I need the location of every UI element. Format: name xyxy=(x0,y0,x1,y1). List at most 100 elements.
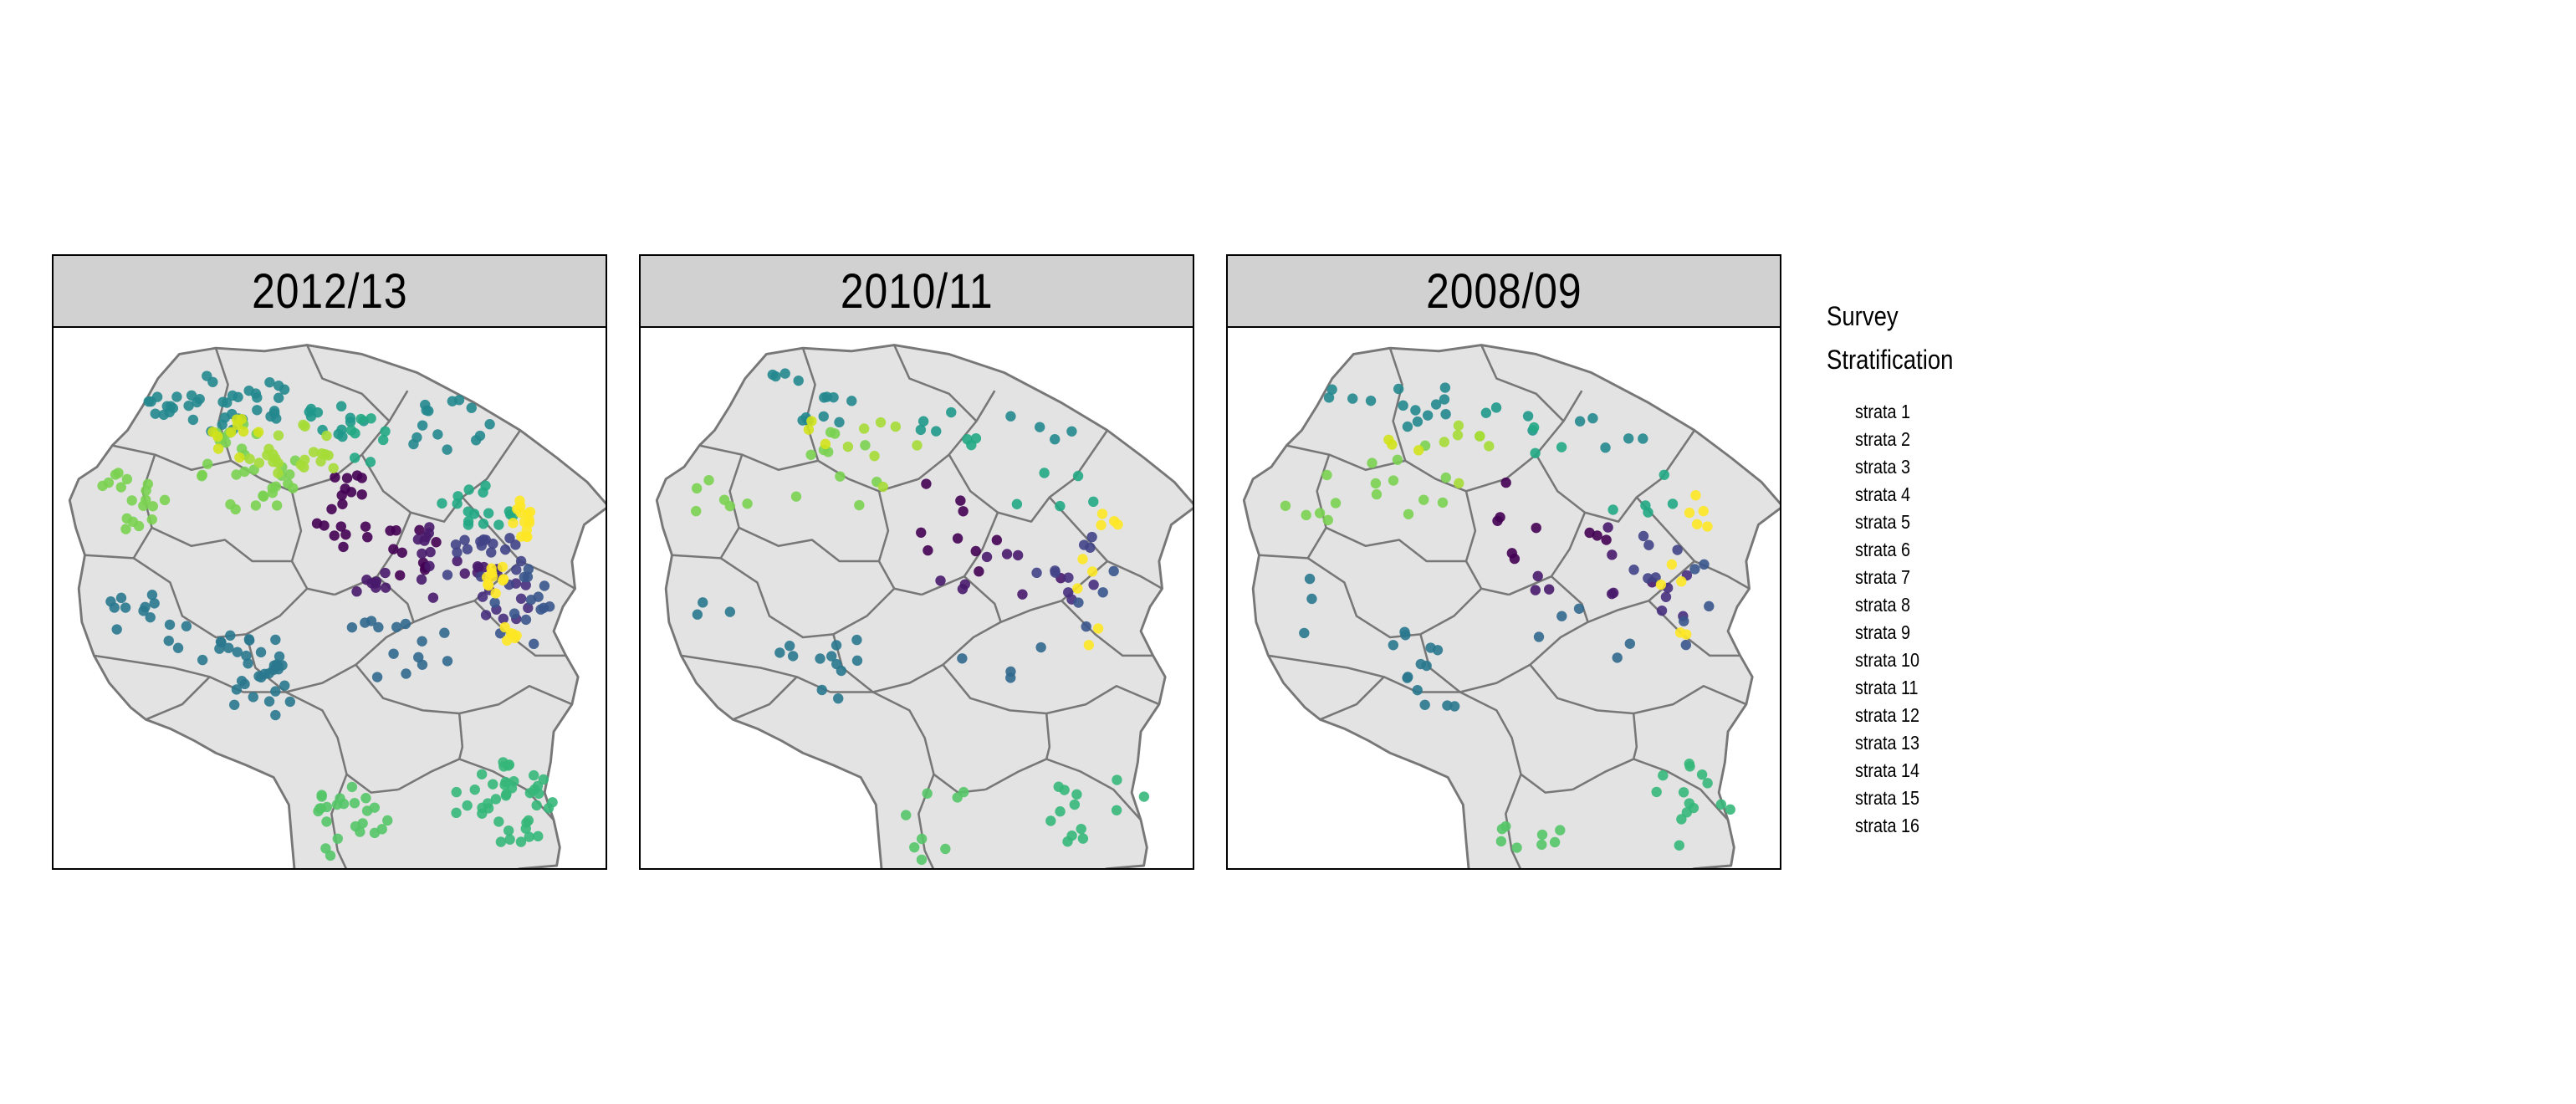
legend-item: strata 4 xyxy=(1855,481,2228,509)
survey-point xyxy=(391,621,402,632)
survey-point xyxy=(270,686,281,697)
legend-item-label: strata 4 xyxy=(1855,483,1910,505)
survey-point xyxy=(469,784,480,795)
survey-point xyxy=(821,391,832,402)
survey-point xyxy=(336,424,347,435)
survey-point xyxy=(1725,804,1735,815)
survey-point xyxy=(1073,597,1084,608)
survey-point xyxy=(1011,498,1023,509)
survey-point xyxy=(877,481,888,493)
survey-point xyxy=(1077,833,1089,844)
survey-point xyxy=(341,473,353,483)
survey-point xyxy=(414,524,425,536)
survey-point xyxy=(506,783,518,794)
survey-point xyxy=(490,588,501,599)
survey-point xyxy=(1643,539,1654,550)
survey-point xyxy=(533,591,544,602)
survey-point xyxy=(142,478,154,489)
survey-point xyxy=(478,519,489,529)
legend-item-label: strata 6 xyxy=(1855,539,1910,560)
survey-point xyxy=(890,421,902,432)
survey-point xyxy=(126,495,137,506)
survey-point xyxy=(234,452,245,463)
survey-point xyxy=(1069,799,1081,810)
survey-point xyxy=(239,466,250,478)
survey-point xyxy=(1607,549,1618,560)
survey-point xyxy=(991,534,1003,545)
survey-point xyxy=(1076,823,1086,835)
region-boundary xyxy=(963,575,1002,623)
region-boundary xyxy=(1319,676,1385,721)
survey-point xyxy=(217,396,228,407)
survey-point xyxy=(922,788,933,799)
region-boundary xyxy=(245,587,309,636)
survey-point xyxy=(250,500,262,511)
survey-point xyxy=(1624,638,1636,649)
legend-item-label: strata 12 xyxy=(1855,704,1919,726)
survey-point xyxy=(362,532,373,543)
survey-point xyxy=(478,487,488,498)
survey-point xyxy=(487,571,498,582)
survey-point xyxy=(779,368,790,379)
legend-item: strata 9 xyxy=(1855,619,2228,647)
survey-point xyxy=(1453,420,1464,432)
survey-point xyxy=(413,652,424,663)
region-boundary xyxy=(1459,691,1573,794)
survey-point xyxy=(1402,421,1413,432)
legend-item-label: strata 11 xyxy=(1855,677,1919,698)
survey-point xyxy=(244,453,255,464)
survey-point xyxy=(1500,477,1511,488)
survey-point xyxy=(382,815,393,826)
survey-point xyxy=(471,435,482,446)
survey-point xyxy=(501,635,513,647)
survey-point xyxy=(815,653,825,664)
facet-panel-2008-09: 2008/09 xyxy=(1226,254,1781,870)
survey-point xyxy=(834,417,845,428)
region-boundary xyxy=(801,347,820,462)
survey-point xyxy=(113,468,124,478)
survey-point xyxy=(248,692,258,703)
survey-point xyxy=(826,651,837,662)
region-boundary xyxy=(1307,557,1421,639)
survey-point xyxy=(499,544,511,555)
survey-point xyxy=(236,676,248,687)
survey-point xyxy=(1715,799,1727,810)
region-boundary xyxy=(1508,512,1587,596)
legend-item: strata 12 xyxy=(1855,702,2228,729)
survey-point xyxy=(508,518,519,529)
region-boundary xyxy=(739,526,879,563)
survey-point xyxy=(1314,508,1326,519)
survey-point xyxy=(523,564,534,575)
facet-strip: 2012/13 xyxy=(52,254,607,328)
survey-point xyxy=(468,509,480,519)
survey-point xyxy=(1050,567,1061,578)
survey-point xyxy=(803,424,815,435)
survey-point xyxy=(483,579,493,590)
survey-point xyxy=(1301,509,1311,521)
legend-item-label: strata 15 xyxy=(1855,787,1919,809)
region-boundary xyxy=(1572,758,1729,821)
survey-point xyxy=(103,477,115,488)
survey-point xyxy=(217,419,227,430)
region-boundary xyxy=(306,345,391,422)
survey-point xyxy=(187,414,199,426)
survey-point xyxy=(120,524,131,534)
survey-point xyxy=(916,527,927,538)
survey-point xyxy=(957,653,968,664)
survey-point xyxy=(452,555,463,567)
survey-point xyxy=(1440,472,1451,483)
survey-point xyxy=(466,402,477,413)
survey-point xyxy=(511,565,522,575)
facet-title: 2012/13 xyxy=(251,263,408,319)
survey-point xyxy=(427,592,439,603)
survey-point xyxy=(1676,814,1687,825)
survey-point xyxy=(1600,442,1611,453)
region-boundary xyxy=(1268,654,1460,693)
facet-title: 2008/09 xyxy=(1425,263,1582,319)
survey-point xyxy=(1410,405,1421,416)
survey-point xyxy=(1050,434,1061,445)
survey-point xyxy=(252,405,263,416)
survey-point xyxy=(499,621,510,633)
facet-strip: 2010/11 xyxy=(639,254,1194,328)
legend-item: strata 13 xyxy=(1855,729,2228,757)
